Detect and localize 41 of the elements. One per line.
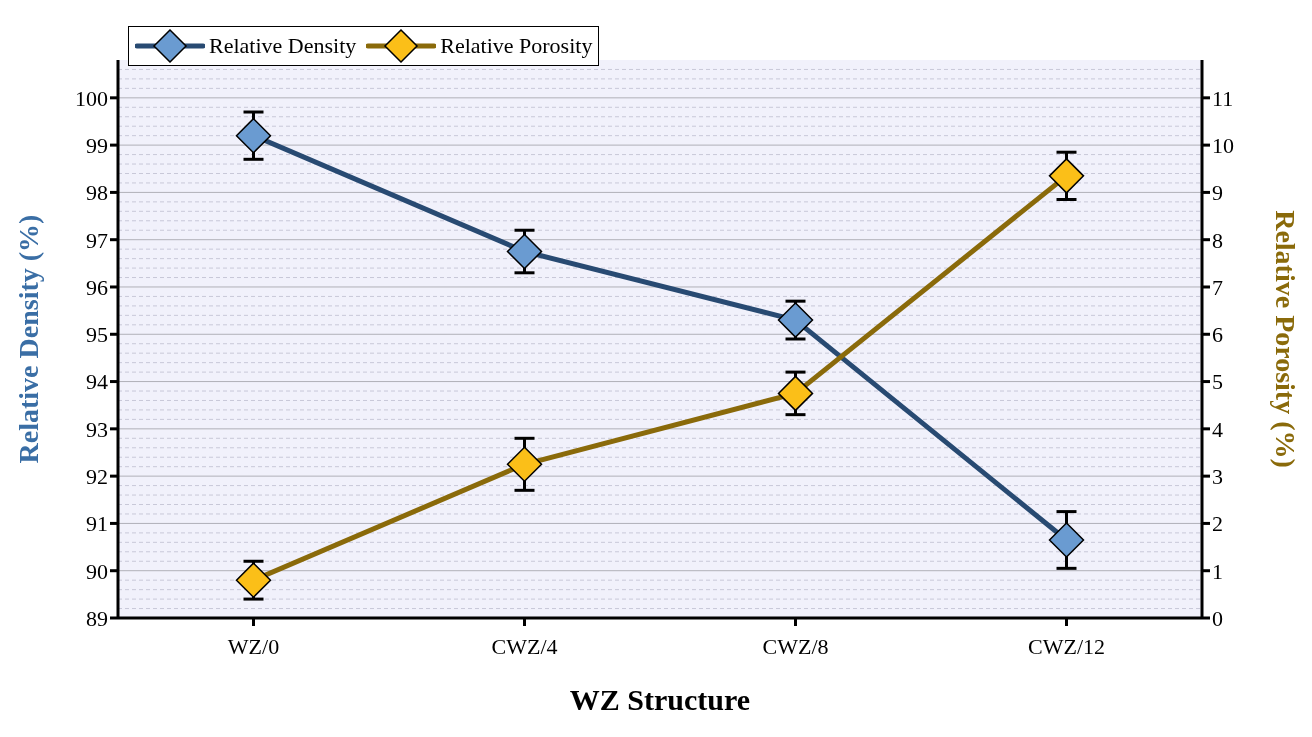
legend-label: Relative Density	[209, 33, 357, 59]
y2-tick-label: 5	[1212, 369, 1223, 395]
point	[1048, 158, 1085, 194]
y-tick-label: 91	[86, 511, 108, 537]
y-tick-label: 100	[75, 85, 108, 111]
y2-tick-label: 2	[1212, 511, 1223, 537]
point	[1048, 522, 1085, 558]
point	[506, 446, 543, 483]
y2-tick-label: 6	[1212, 322, 1223, 348]
x-tick-label: CWZ/8	[762, 633, 829, 659]
y-tick-label: 92	[86, 463, 108, 489]
y-tick-label: 95	[86, 322, 108, 348]
x-tick-label: CWZ/4	[491, 633, 558, 659]
y2-axis-title: Relative Porosity (%)	[1270, 210, 1302, 468]
point	[235, 562, 272, 598]
y-tick-label: 93	[86, 416, 108, 442]
y2-tick-label: 7	[1212, 274, 1223, 300]
y2-tick-label: 9	[1212, 180, 1223, 206]
y2-tick-label: 11	[1212, 85, 1234, 111]
point	[506, 233, 543, 270]
y-tick-label: 99	[86, 132, 108, 158]
y2-tick-label: 0	[1212, 605, 1223, 631]
x-axis-title: WZ Structure	[569, 683, 751, 716]
y-axis-title: Relative Density (%)	[12, 214, 44, 464]
y-tick-label: 89	[86, 605, 108, 631]
y2-tick-label: 3	[1212, 463, 1223, 489]
y2-tick-label: 10	[1212, 132, 1234, 158]
y2-tick-label: 8	[1212, 227, 1223, 253]
y2-tick-label: 1	[1212, 558, 1223, 584]
y-tick-label: 94	[86, 369, 108, 395]
x-tick-label: CWZ/12	[1028, 633, 1105, 659]
point	[777, 375, 814, 412]
legend-label: Relative Porosity	[440, 33, 593, 59]
point	[777, 302, 814, 338]
y-tick-label: 90	[86, 558, 108, 584]
point	[235, 117, 272, 154]
y-tick-label: 97	[86, 227, 108, 253]
y-tick-label: 98	[86, 180, 108, 206]
x-tick-label: WZ/0	[227, 633, 280, 659]
y2-tick-label: 4	[1212, 416, 1223, 442]
y-tick-label: 96	[86, 274, 108, 300]
